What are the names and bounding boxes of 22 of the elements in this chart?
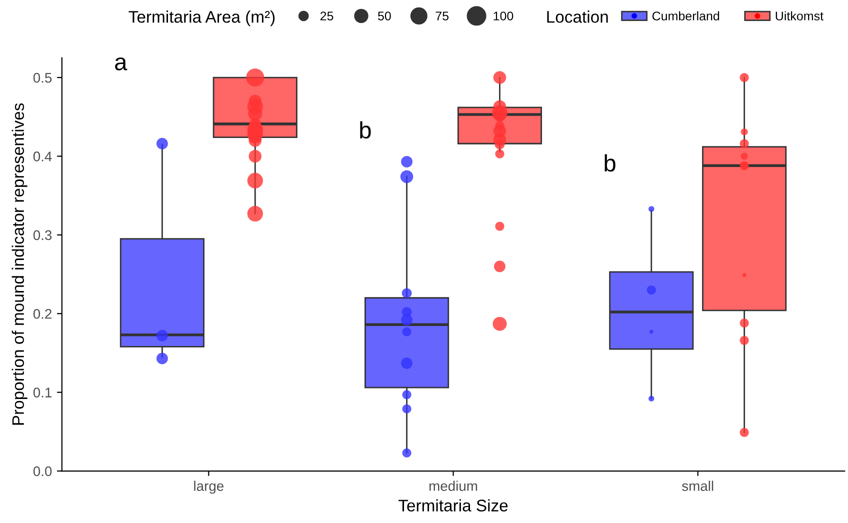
annotation: b [604,154,616,172]
y-tick-label: 0.5 [33,72,52,83]
text: Location [547,10,608,23]
legend-label: 50 [378,12,391,20]
x-tick-label: medium [429,480,478,491]
legend-label: Uitkomst [776,11,824,20]
legend-label: 25 [320,12,334,20]
text: Termitaria Area (m²) [128,10,275,26]
legend-label: 100 [494,12,514,20]
x-tick-label: small [682,480,714,491]
y-tick-label: 0.3 [33,230,52,240]
y-tick-label: 0.2 [33,308,52,319]
annotation: a [115,57,128,70]
y-tick-label: 0.1 [33,388,52,398]
y-tick-label: 0.0 [33,466,52,476]
y-tick-label: 0.4 [33,152,52,162]
annotation: b [360,121,371,139]
legend-label: 75 [436,12,449,20]
y-axis-title: Proportion of mound indicator representives [12,103,28,425]
x-axis-title: Termitaria Size [398,499,508,512]
legend-label: Cumberland [652,11,720,20]
x-tick-label: large [194,480,224,494]
